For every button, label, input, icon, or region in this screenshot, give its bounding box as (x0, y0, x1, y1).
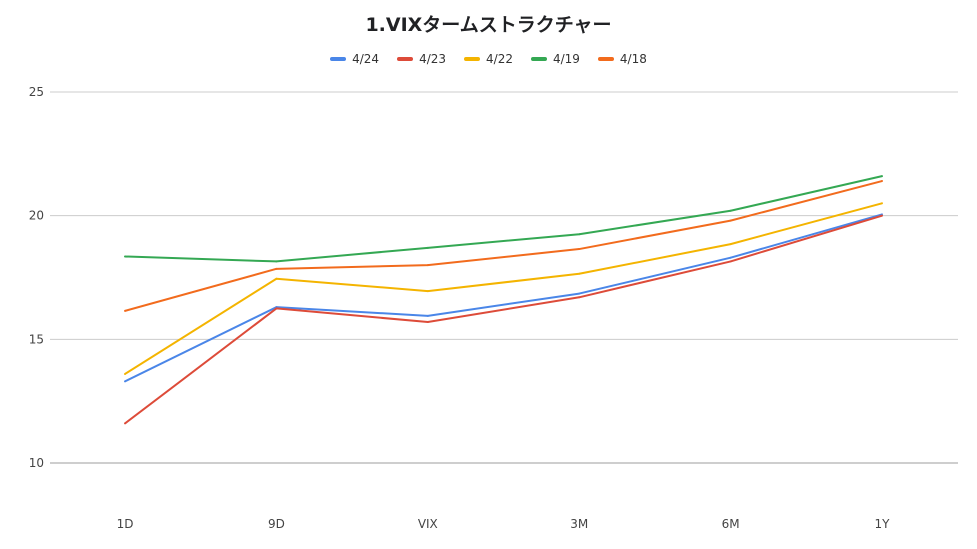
legend-swatch (464, 57, 481, 61)
x-tick-label: 1D (117, 517, 134, 531)
y-tick-label: 25 (29, 85, 44, 99)
y-tick-label: 15 (29, 332, 44, 346)
data-point (729, 243, 732, 246)
legend-item: 4/24 (330, 52, 379, 66)
legend-swatch (530, 57, 547, 61)
data-point (881, 180, 883, 183)
data-point (729, 260, 732, 263)
data-point (881, 175, 883, 178)
legend-label: 4/18 (619, 52, 647, 66)
legend-item: 4/23 (397, 52, 446, 66)
series-line-4-24 (124, 213, 883, 383)
legend-label: 4/23 (419, 52, 447, 66)
data-point (124, 372, 126, 375)
x-tick-label: 3M (570, 517, 588, 531)
legend-label: 4/19 (552, 52, 580, 66)
data-point (578, 248, 581, 251)
data-point (275, 260, 278, 263)
data-point (729, 219, 732, 222)
legend-swatch (330, 57, 347, 61)
legend-item: 4/22 (464, 52, 513, 66)
series-line-4-23 (124, 214, 883, 425)
legend-swatch (397, 57, 414, 61)
data-point (729, 209, 732, 212)
data-point (124, 422, 126, 425)
data-point (426, 290, 429, 293)
series-line-4-22 (124, 202, 883, 375)
data-point (578, 272, 581, 275)
legend-label: 4/24 (352, 52, 380, 66)
data-point (426, 321, 429, 324)
legend: 4/24 4/23 4/22 4/19 4/18 (0, 52, 977, 66)
legend-label: 4/22 (486, 52, 513, 66)
x-tick-label: 6M (722, 517, 740, 531)
data-point (275, 307, 278, 310)
legend-swatch (597, 57, 614, 61)
data-point (729, 256, 732, 259)
x-tick-label: VIX (418, 517, 438, 531)
legend-item: 4/19 (530, 52, 580, 66)
data-point (124, 255, 126, 258)
data-point (881, 202, 883, 205)
series-line-4-18 (124, 180, 883, 312)
y-tick-label: 10 (29, 456, 44, 470)
chart-title: 1.VIXタームストラクチャー (365, 14, 612, 36)
data-point (578, 296, 581, 299)
data-point (426, 314, 429, 317)
data-point (426, 264, 429, 267)
legend-item: 4/18 (597, 52, 647, 66)
series-line-4-19 (124, 175, 883, 263)
data-point (275, 267, 278, 270)
x-tick-label: 9D (268, 517, 285, 531)
data-point (124, 380, 126, 383)
data-point (426, 246, 429, 249)
data-point (881, 214, 883, 217)
y-tick-label: 20 (29, 209, 44, 223)
data-point (275, 277, 278, 280)
data-point (578, 292, 581, 295)
data-point (124, 309, 126, 312)
data-point (578, 233, 581, 236)
x-tick-label: 1Y (875, 517, 891, 531)
